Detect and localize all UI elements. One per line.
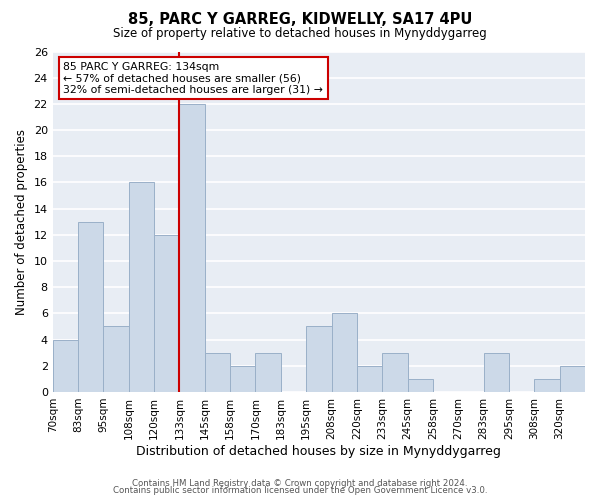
Bar — [205, 352, 230, 392]
Bar — [382, 352, 407, 392]
Bar — [256, 352, 281, 392]
Bar — [154, 235, 179, 392]
Bar — [129, 182, 154, 392]
Y-axis label: Number of detached properties: Number of detached properties — [15, 128, 28, 314]
Bar — [357, 366, 382, 392]
Bar — [407, 379, 433, 392]
Bar — [53, 340, 78, 392]
Bar — [560, 366, 585, 392]
Text: Contains HM Land Registry data © Crown copyright and database right 2024.: Contains HM Land Registry data © Crown c… — [132, 478, 468, 488]
Bar — [535, 379, 560, 392]
Bar — [103, 326, 129, 392]
Bar — [306, 326, 332, 392]
Text: 85, PARC Y GARREG, KIDWELLY, SA17 4PU: 85, PARC Y GARREG, KIDWELLY, SA17 4PU — [128, 12, 472, 28]
Bar — [179, 104, 205, 392]
Text: Contains public sector information licensed under the Open Government Licence v3: Contains public sector information licen… — [113, 486, 487, 495]
Bar — [230, 366, 256, 392]
Text: Size of property relative to detached houses in Mynyddygarreg: Size of property relative to detached ho… — [113, 28, 487, 40]
Bar — [332, 314, 357, 392]
Bar — [484, 352, 509, 392]
Text: 85 PARC Y GARREG: 134sqm
← 57% of detached houses are smaller (56)
32% of semi-d: 85 PARC Y GARREG: 134sqm ← 57% of detach… — [64, 62, 323, 95]
Bar — [78, 222, 103, 392]
X-axis label: Distribution of detached houses by size in Mynyddygarreg: Distribution of detached houses by size … — [136, 444, 501, 458]
